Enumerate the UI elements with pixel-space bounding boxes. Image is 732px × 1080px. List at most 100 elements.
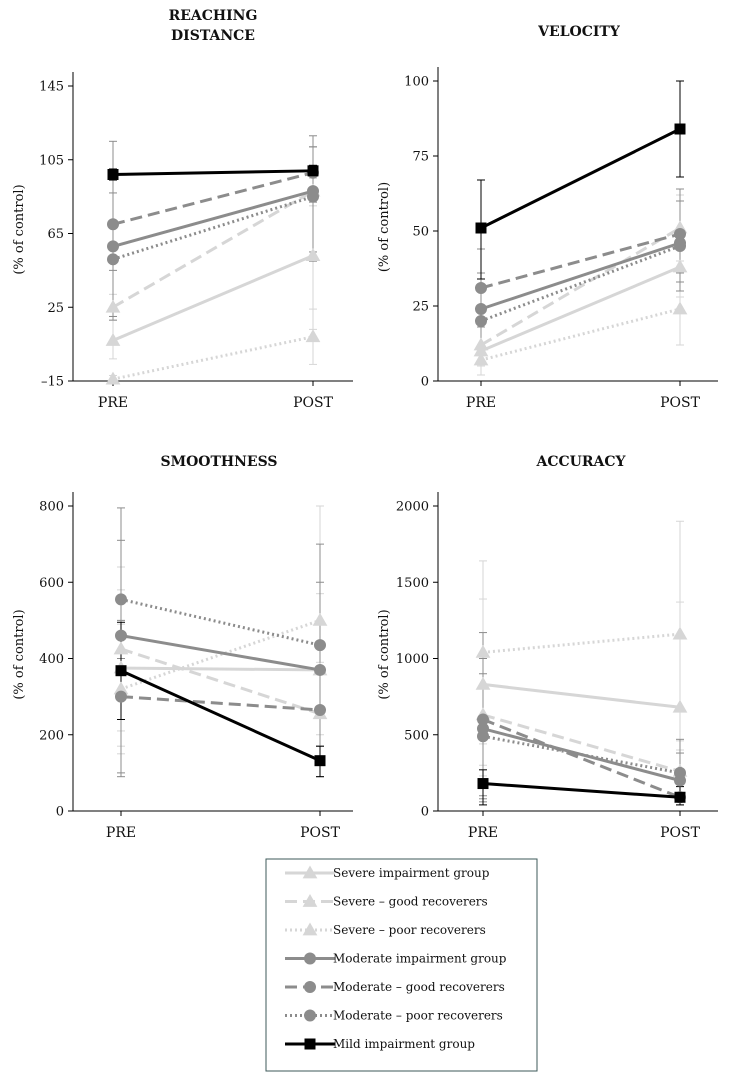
series-line-moderate_poor — [120, 597, 321, 647]
marker-severe — [305, 248, 321, 261]
legend-swatch-marker — [302, 893, 318, 907]
marker-mild — [475, 222, 487, 234]
x-tick-label: PRE — [106, 825, 136, 841]
legend-swatch-marker — [304, 1038, 316, 1050]
series-line-moderate_poor — [482, 734, 681, 775]
marker-severe_poor — [105, 371, 121, 385]
y-tick-label: 100 — [404, 75, 429, 90]
series-line-moderate_good — [480, 232, 681, 290]
y-tick-label: 50 — [412, 225, 429, 240]
marker-moderate — [314, 663, 326, 676]
series-line-severe_poor — [480, 307, 681, 362]
x-tick-label: POST — [660, 825, 700, 841]
marker-severe_poor — [312, 612, 328, 626]
series-line-mild — [112, 169, 314, 176]
marker-mild — [107, 169, 119, 180]
marker-mild — [477, 778, 489, 790]
x-tick-label: PRE — [98, 395, 128, 411]
y-axis-label: (% of control) — [12, 609, 27, 699]
series-line-moderate_poor — [480, 244, 681, 323]
legend-swatch-marker — [302, 922, 318, 936]
legend-label: Mild impairment group — [333, 1037, 475, 1051]
series-line-severe — [482, 682, 681, 709]
legend-swatch-marker — [302, 865, 318, 879]
y-tick-label: 800 — [39, 500, 64, 515]
marker-moderate_poor — [314, 639, 326, 652]
x-tick-label: POST — [293, 395, 333, 411]
marker-moderate_good — [477, 713, 489, 726]
legend: Severe impairment group Severe – good rec… — [265, 858, 538, 1072]
y-tick-label: 75 — [412, 150, 429, 165]
panel-title: DISTANCE — [171, 28, 255, 44]
marker-severe — [672, 699, 688, 713]
panel-velocity: VELOCITY 0 25 50 75 100 PRE POST (% of control) — [377, 24, 718, 411]
marker-moderate_poor — [115, 593, 127, 606]
legend-swatch-marker — [304, 952, 316, 965]
series-line-mild — [120, 669, 321, 763]
panel-title: REACHING — [169, 8, 258, 24]
y-tick-label: 0 — [421, 805, 429, 820]
marker-severe_good — [105, 299, 121, 313]
marker-moderate_good — [314, 703, 326, 716]
x-tick-label: PRE — [466, 395, 496, 411]
y-tick-label: 400 — [39, 652, 64, 667]
y-tick-label: 1500 — [396, 576, 429, 591]
marker-severe — [105, 332, 121, 346]
marker-severe_good — [113, 641, 129, 655]
series-line-severe — [112, 254, 314, 342]
marker-mild — [115, 665, 127, 677]
x-tick-label: PRE — [468, 825, 498, 841]
legend-label: Severe impairment group — [333, 866, 490, 880]
series-line-severe — [480, 265, 681, 353]
y-tick-label: 2000 — [396, 500, 429, 515]
y-tick-label: 65 — [47, 227, 64, 242]
legend-label: Moderate – good recoverers — [333, 980, 505, 994]
y-tick-label: 145 — [39, 80, 64, 95]
panel-accuracy: ACCURACY 0 500 1000 1500 2000 PRE POST (% of con… — [377, 454, 718, 841]
marker-moderate_good — [115, 690, 127, 703]
series-line-severe_good — [112, 189, 314, 309]
marker-mild — [307, 165, 319, 177]
marker-mild — [314, 755, 326, 767]
series-line-mild — [482, 782, 681, 799]
series-line-severe_poor — [112, 335, 314, 381]
marker-moderate_poor — [475, 315, 487, 327]
series-line-moderate_good — [120, 695, 321, 712]
series-line-severe — [120, 666, 321, 672]
legend-swatch-marker — [304, 981, 316, 993]
series-line-moderate_good — [112, 171, 314, 226]
y-tick-label: 25 — [412, 300, 429, 315]
marker-severe_poor — [473, 352, 489, 366]
marker-moderate_poor — [674, 240, 686, 252]
y-tick-label: 105 — [39, 153, 64, 168]
series-line-severe_poor — [120, 618, 321, 691]
series-line-severe_good — [482, 713, 681, 773]
panel-title: ACCURACY — [536, 454, 627, 470]
marker-severe_poor — [305, 329, 321, 343]
x-tick-label: POST — [660, 395, 700, 411]
y-tick-label: 25 — [47, 301, 64, 316]
y-axis-label: (% of control) — [377, 609, 392, 699]
y-tick-label: 200 — [39, 728, 64, 743]
series-line-moderate — [112, 189, 314, 248]
marker-moderate_poor — [477, 730, 489, 743]
y-tick-label: 1000 — [396, 652, 429, 667]
series-line-severe_good — [480, 226, 681, 347]
marker-moderate_poor — [107, 253, 119, 266]
legend-label: Moderate – poor recoverers — [333, 1009, 503, 1023]
marker-mild — [674, 123, 686, 135]
marker-severe_poor — [475, 644, 491, 658]
marker-severe — [672, 259, 688, 273]
series-line-moderate — [120, 634, 321, 672]
marker-moderate — [107, 240, 119, 253]
series-line-moderate — [480, 241, 681, 311]
legend-label: Severe – good recoverers — [333, 895, 488, 909]
y-tick-label: 500 — [404, 728, 429, 743]
marker-moderate_poor — [307, 190, 319, 203]
marker-mild — [674, 791, 686, 803]
y-tick-label: 0 — [421, 375, 429, 390]
y-tick-label: –15 — [41, 375, 64, 390]
marker-moderate_good — [475, 282, 487, 294]
legend-label: Moderate impairment group — [333, 952, 507, 966]
